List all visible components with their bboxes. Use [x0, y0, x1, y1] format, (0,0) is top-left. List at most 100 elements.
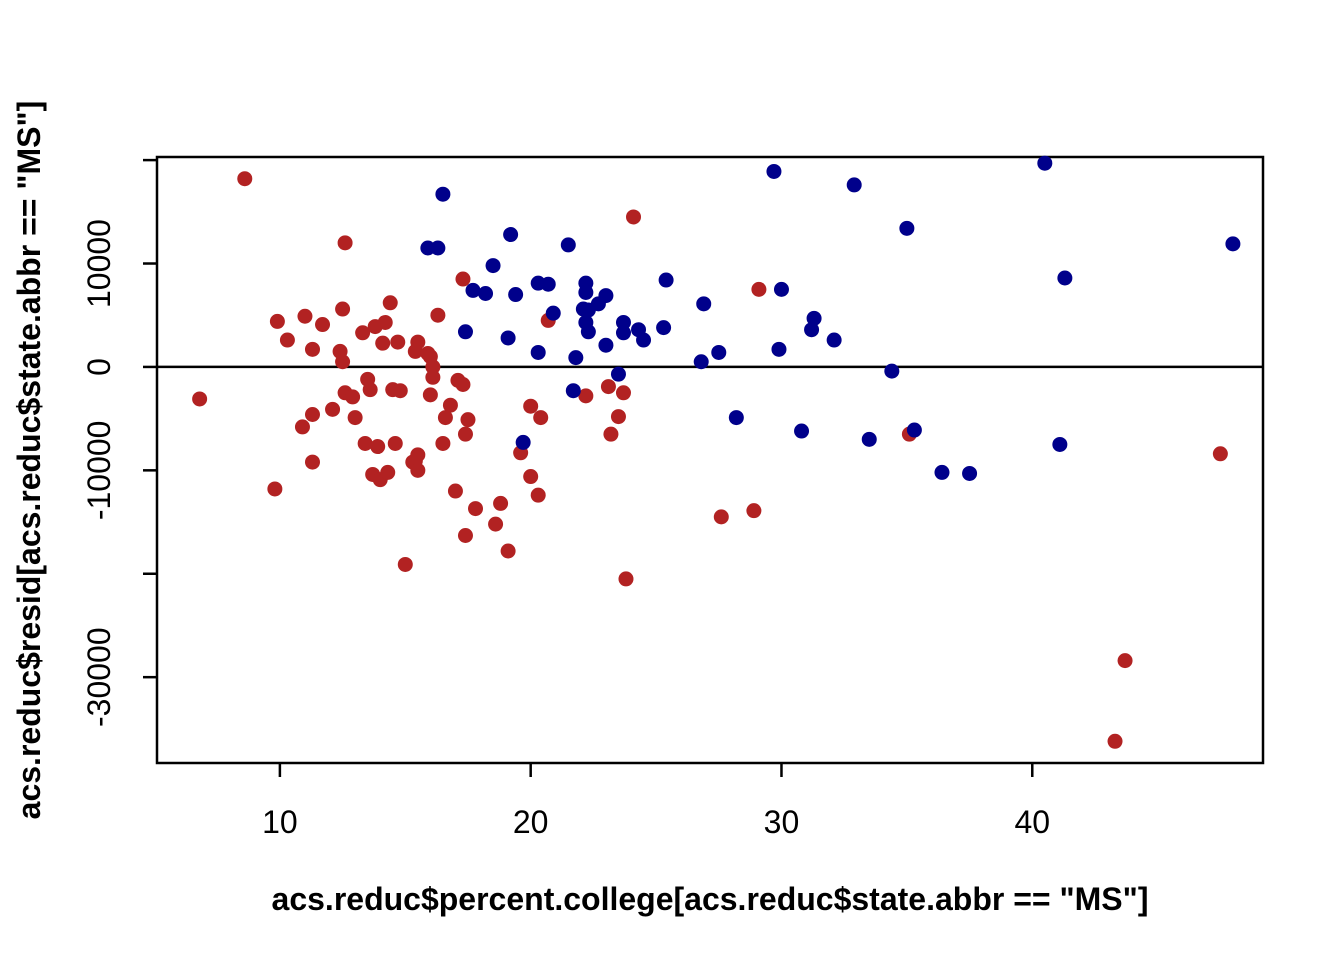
- red-group-point: [380, 464, 396, 480]
- blue-group-point: [861, 431, 877, 447]
- blue-group-point: [1057, 270, 1073, 286]
- red-group-point: [618, 571, 634, 587]
- blue-group-point: [430, 240, 446, 256]
- red-group-point: [460, 412, 476, 428]
- blue-group-point: [465, 282, 481, 298]
- red-group-point: [397, 556, 413, 572]
- red-group-point: [455, 271, 471, 287]
- blue-group-point: [696, 296, 712, 312]
- axis-tick-labels: 10 20 30 40 10000 0 -10000 -30000: [81, 219, 1050, 840]
- red-group-point: [304, 341, 320, 357]
- red-group-point: [457, 527, 473, 543]
- blue-group-point: [503, 227, 519, 243]
- red-group-point: [357, 435, 373, 451]
- red-group-point: [347, 410, 363, 426]
- red-group-point: [523, 469, 539, 485]
- blue-group-point: [515, 434, 531, 450]
- red-group-point: [335, 354, 351, 370]
- blue-group-point: [560, 237, 576, 253]
- blue-group-point: [1225, 236, 1241, 252]
- blue-group-point: [1037, 155, 1053, 171]
- red-group-point: [304, 406, 320, 422]
- red-group-point: [751, 281, 767, 297]
- axis-ticks: [143, 158, 1034, 777]
- blue-group-point: [615, 314, 631, 330]
- x-tick-label: 10: [262, 804, 298, 840]
- x-axis-title: acs.reduc$percent.college[acs.reduc$stat…: [272, 881, 1149, 917]
- red-group-point: [1117, 653, 1133, 669]
- plot-box: [155, 155, 1265, 765]
- blue-group-point: [580, 324, 596, 340]
- blue-group-point: [884, 363, 900, 379]
- blue-group-point: [636, 332, 652, 348]
- red-group-point: [530, 487, 546, 503]
- blue-group-point: [804, 322, 820, 338]
- red-group-point: [425, 359, 441, 375]
- red-group-point: [390, 334, 406, 350]
- red-group-point: [297, 308, 313, 324]
- blue-group-point: [771, 341, 787, 357]
- red-group-point: [355, 325, 371, 341]
- red-group-point: [279, 332, 295, 348]
- blue-group-point: [565, 383, 581, 399]
- scatter-points: [192, 155, 1241, 749]
- blue-group-point: [545, 305, 561, 321]
- red-group-point: [345, 389, 361, 405]
- red-group-point: [192, 391, 208, 407]
- blue-group-point: [728, 410, 744, 426]
- blue-group-point: [962, 465, 978, 481]
- red-group-point: [430, 307, 446, 323]
- red-group-point: [387, 435, 403, 451]
- y-tick-label: 0: [81, 358, 117, 376]
- red-group-point: [367, 319, 383, 335]
- red-group-point: [1107, 733, 1123, 749]
- blue-group-point: [435, 186, 451, 202]
- red-group-point: [335, 301, 351, 317]
- red-group-point: [468, 501, 484, 517]
- red-group-point: [337, 235, 353, 251]
- red-group-point: [610, 409, 626, 425]
- blue-group-point: [656, 320, 672, 336]
- y-tick-label: 10000: [81, 219, 117, 308]
- blue-group-point: [485, 258, 501, 274]
- blue-group-point: [500, 330, 516, 346]
- blue-group-point: [658, 272, 674, 288]
- red-group-point: [267, 481, 283, 497]
- blue-group-point: [578, 284, 594, 300]
- red-group-point: [626, 209, 642, 225]
- red-group-point: [746, 503, 762, 519]
- red-group-point: [410, 462, 426, 478]
- y-axis-title: acs.reduc$resid[acs.reduc$state.abbr == …: [11, 101, 47, 820]
- blue-group-point: [806, 310, 822, 326]
- red-group-point: [615, 385, 631, 401]
- red-group-point: [600, 379, 616, 395]
- y-tick-label: -30000: [81, 627, 117, 727]
- red-group-point: [269, 313, 285, 329]
- red-group-point: [603, 426, 619, 442]
- red-group-point: [437, 410, 453, 426]
- blue-group-point: [766, 163, 782, 179]
- blue-group-point: [568, 350, 584, 366]
- red-group-point: [237, 171, 253, 187]
- red-group-point: [455, 377, 471, 393]
- red-group-point: [713, 509, 729, 525]
- x-tick-label: 30: [764, 804, 800, 840]
- blue-group-point: [610, 366, 626, 382]
- blue-group-point: [846, 177, 862, 193]
- red-group-point: [315, 317, 331, 333]
- blue-group-point: [794, 423, 810, 439]
- red-group-point: [362, 382, 378, 398]
- red-group-point: [442, 397, 458, 413]
- blue-group-point: [580, 302, 596, 318]
- red-group-point: [370, 439, 386, 455]
- x-tick-label: 40: [1014, 804, 1050, 840]
- blue-group-point: [478, 286, 494, 302]
- blue-group-point: [457, 324, 473, 340]
- y-tick-label: -10000: [81, 421, 117, 521]
- red-group-point: [392, 383, 408, 399]
- red-group-point: [523, 398, 539, 414]
- blue-group-point: [906, 422, 922, 438]
- red-group-point: [500, 543, 516, 559]
- blue-group-point: [598, 337, 614, 353]
